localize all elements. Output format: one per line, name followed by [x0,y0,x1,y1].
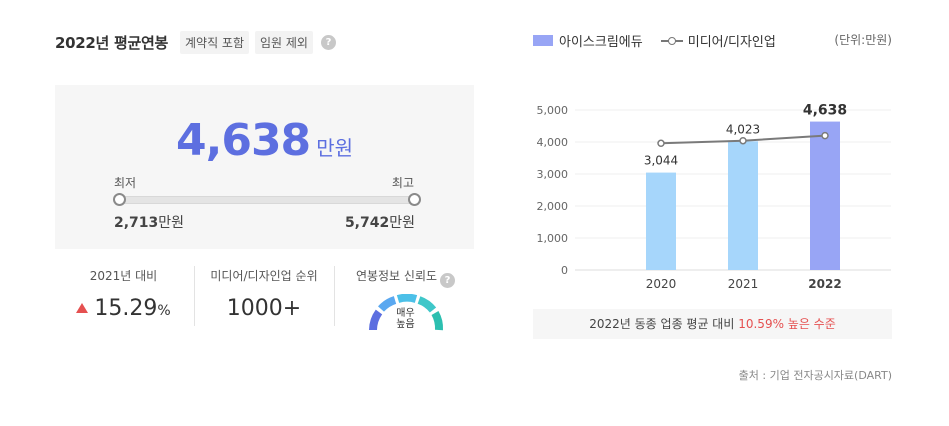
y-tick-label: 1,000 [537,232,569,245]
legend-bar-swatch [533,35,553,46]
reliability-stat: 연봉정보 신뢰도? 매우 높음 [337,267,474,334]
reliability-value-line2: 높음 [396,319,415,330]
chart-legend: 아이스크림에듀 미디어/디자인업 [533,31,776,50]
bar-2020 [646,172,676,270]
max-salary-unit: 만원 [389,215,415,231]
reliability-gauge: 매우 높음 [366,293,446,334]
min-label: 최저 [114,176,137,190]
help-icon[interactable]: ? [320,35,336,50]
average-salary: 4,638 만원 [55,115,474,166]
comparison-prefix: 2022년 동종 업종 평균 대비 [589,317,739,331]
min-marker [113,193,126,206]
stat-divider [194,266,195,326]
page-title: 2022년 평균연봉 [55,34,168,52]
reliability-label-row: 연봉정보 신뢰도? [337,267,474,288]
bar-value-label: 3,044 [644,154,678,168]
stat-divider [334,266,335,326]
reliability-label: 연봉정보 신뢰도 [355,269,438,283]
min-salary: 2,713만원 [114,212,184,232]
bar-2021 [728,141,758,270]
yoy-label: 2021년 대비 [89,269,158,283]
tag-executive-excluded: 임원 제외 [255,31,313,54]
legend-line-swatch [660,35,683,46]
bar-value-label: 4,638 [803,103,847,119]
yoy-value: 15.29% [66,296,181,321]
unit-note: (단위:만원) [834,33,892,47]
y-tick-label: 4,000 [537,136,569,149]
legend-bar-label: 아이스크림에듀 [559,35,643,50]
yoy-number: 15.29 [94,296,158,321]
bar-value-label: 4,023 [726,122,760,136]
help-icon[interactable]: ? [440,273,456,288]
average-salary-unit: 만원 [316,136,353,160]
yoy-stat: 2021년 대비 15.29% [66,267,181,321]
yoy-unit: % [157,303,171,319]
reliability-value-line1: 매우 [396,308,415,319]
data-source: 출처 : 기업 전자공시자료(DART) [738,369,892,382]
comparison-highlight: 10.59% 높은 수준 [738,317,836,331]
salary-header: 2022년 평균연봉 계약직 포함 임원 제외 ? [55,31,336,54]
average-salary-card: 4,638 만원 최저 최고 2,713만원 5,742만원 [55,85,474,249]
max-marker [408,193,421,206]
x-tick-label: 2022 [808,277,841,291]
bar-2022 [810,121,840,270]
industry-comparison: 2022년 동종 업종 평균 대비 10.59% 높은 수준 [533,309,892,339]
x-tick-label: 2020 [646,277,677,291]
industry-point-2021 [739,136,747,145]
salary-trend-chart: 0 1,000 2,000 3,000 4,000 5,000 3,044 4,023 4,63… [537,103,891,291]
max-salary-value: 5,742 [344,215,390,231]
max-label: 최고 [391,176,414,190]
rank-stat: 미디어/디자인업 순위 1000+ [196,267,332,321]
min-salary-unit: 만원 [158,215,185,231]
industry-point-2020 [657,139,665,148]
y-tick-label: 2,000 [537,200,569,213]
reliability-value: 매우 높음 [366,308,446,330]
y-tick-label: 0 [561,264,568,277]
max-salary: 5,742만원 [345,212,415,232]
tag-contract-included: 계약직 포함 [179,31,249,54]
up-arrow-icon [76,303,89,313]
industry-point-2022 [821,131,829,140]
salary-range-track [119,196,414,204]
y-tick-label: 5,000 [537,104,569,117]
x-tick-label: 2021 [728,277,759,291]
gauge-arc-icon [368,293,443,331]
y-tick-label: 3,000 [537,168,569,181]
rank-label: 미디어/디자인업 순위 [210,269,318,283]
rank-value: 1000+ [226,296,302,321]
average-salary-value: 4,638 [176,115,311,166]
legend-line-label: 미디어/디자인업 [687,35,776,50]
min-salary-value: 2,713 [114,215,159,231]
